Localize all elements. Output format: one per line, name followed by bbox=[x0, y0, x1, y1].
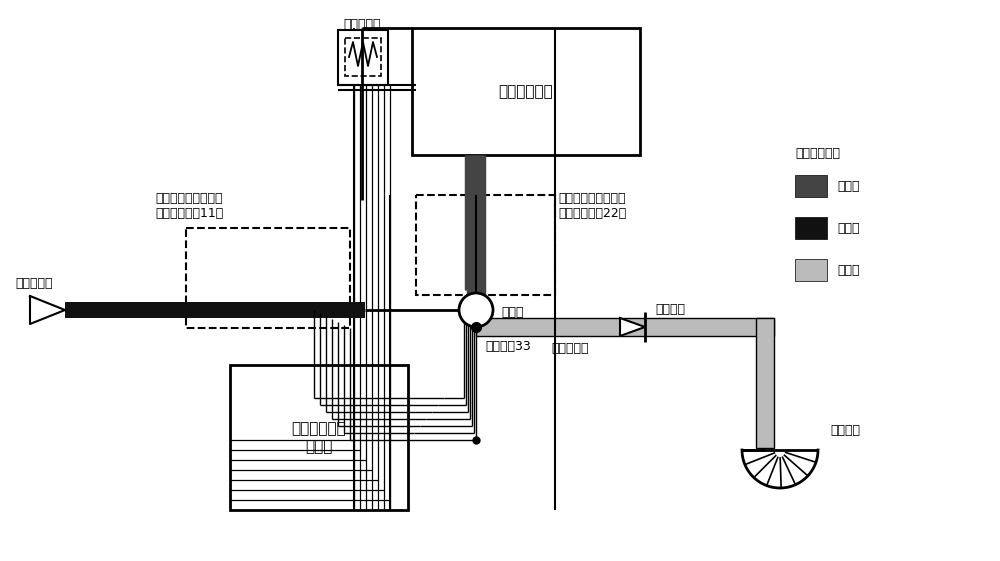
Text: 溫水區: 溫水區 bbox=[837, 264, 860, 277]
Bar bbox=[345, 38, 381, 76]
Bar bbox=[416, 195, 555, 295]
Bar bbox=[412, 28, 640, 155]
Bar bbox=[186, 228, 350, 328]
Bar bbox=[795, 175, 827, 197]
Text: 混水球: 混水球 bbox=[501, 306, 524, 319]
Circle shape bbox=[459, 293, 493, 327]
Polygon shape bbox=[30, 296, 65, 324]
Text: 熱水區: 熱水區 bbox=[837, 180, 860, 192]
Text: 熱敏電阱33: 熱敏電阱33 bbox=[485, 340, 531, 353]
Text: 溫水出水管: 溫水出水管 bbox=[551, 342, 589, 355]
Bar bbox=[756, 318, 774, 448]
Bar bbox=[338, 30, 388, 85]
Text: 水量傳感器: 水量傳感器 bbox=[343, 18, 381, 31]
Bar bbox=[795, 217, 827, 239]
Text: 冷水區: 冷水區 bbox=[837, 222, 860, 234]
Text: 熱水出水電動調節閥
（帶熱敏電阱22）: 熱水出水電動調節閥 （帶熱敏電阱22） bbox=[558, 192, 626, 220]
Text: 太陽能熱水器
控制器: 太陽能熱水器 控制器 bbox=[292, 421, 346, 454]
Bar bbox=[65, 302, 365, 318]
Text: 使用沐浴時：: 使用沐浴時： bbox=[795, 147, 840, 160]
Text: 冷水上水管: 冷水上水管 bbox=[15, 277, 52, 290]
Bar bbox=[476, 318, 774, 336]
Bar bbox=[795, 259, 827, 281]
Text: 冷水進水電動調節閥
（帶熱敏電阱11）: 冷水進水電動調節閥 （帶熱敏電阱11） bbox=[155, 192, 223, 220]
Text: 淤浴噴頭: 淤浴噴頭 bbox=[830, 424, 860, 436]
Text: 放水球閥: 放水球閥 bbox=[655, 303, 685, 316]
Text: 太陽能熱水器: 太陽能熱水器 bbox=[499, 84, 553, 99]
Polygon shape bbox=[620, 318, 645, 336]
Bar bbox=[230, 365, 408, 510]
